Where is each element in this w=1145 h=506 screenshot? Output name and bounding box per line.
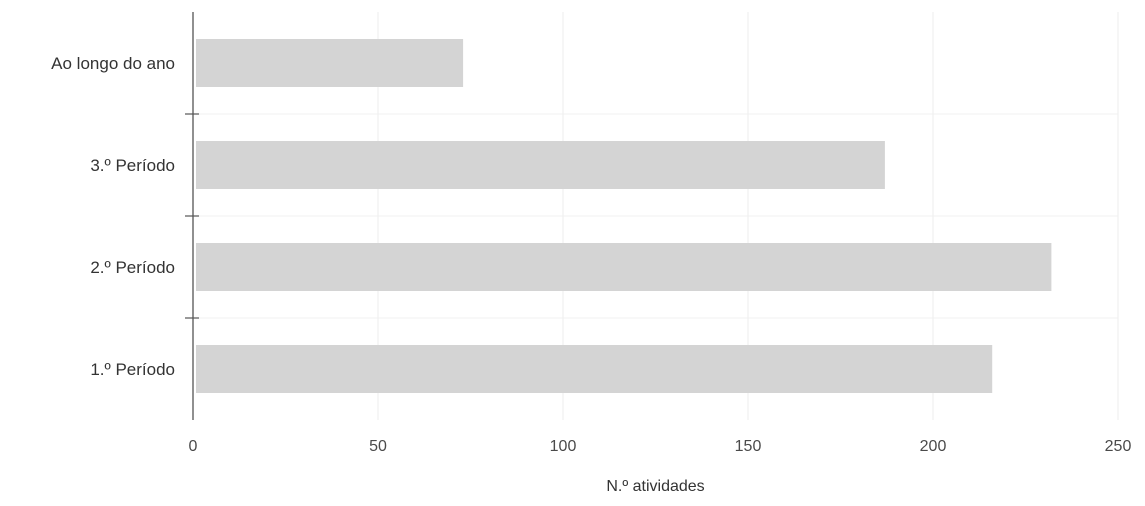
y-axis-ticks <box>185 113 199 319</box>
category-label: 3.º Período <box>90 156 175 175</box>
bar <box>196 243 1052 291</box>
x-tick-label: 150 <box>735 438 762 455</box>
bar <box>196 345 993 393</box>
bar <box>196 141 885 189</box>
x-tick-label: 200 <box>920 438 947 455</box>
category-label: 1.º Período <box>90 360 175 379</box>
bar <box>196 39 464 87</box>
x-tick-label: 250 <box>1105 438 1132 455</box>
x-tick-label: 0 <box>189 438 198 455</box>
category-label: Ao longo do ano <box>51 54 175 73</box>
x-axis-title: N.º atividades <box>606 478 704 495</box>
x-tick-label: 50 <box>369 438 387 455</box>
category-labels: Ao longo do ano 3.º Período 2.º Período 1.º… <box>51 54 175 379</box>
x-tick-label: 100 <box>550 438 577 455</box>
grid-lines <box>193 12 1119 420</box>
category-label: 2.º Período <box>90 258 175 277</box>
bars <box>196 39 1052 393</box>
x-axis-tick-labels: 0 50 100 150 200 250 <box>189 438 1132 455</box>
